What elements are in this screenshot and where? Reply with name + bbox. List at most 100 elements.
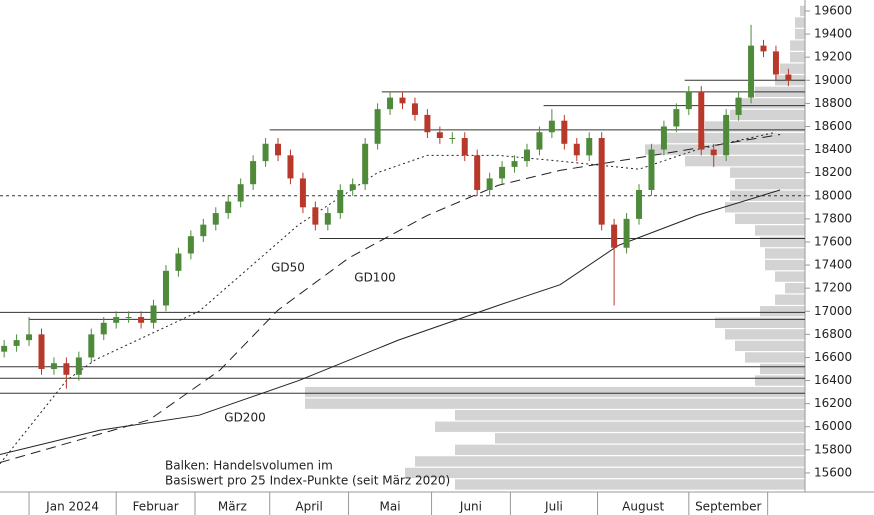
candle-body (461, 138, 468, 156)
candle-body (511, 161, 518, 167)
candle-body (262, 143, 269, 162)
y-tick-label: 15800 (814, 442, 852, 456)
candle-body (611, 224, 618, 248)
month-label: Mai (380, 500, 401, 514)
candle-body (337, 189, 344, 214)
y-tick-label: 16000 (814, 419, 852, 433)
y-tick-label: 15600 (814, 465, 852, 479)
month-label: Juli (544, 500, 563, 514)
candle-body (486, 178, 493, 190)
candle-body (760, 45, 767, 52)
candle-body (474, 155, 481, 190)
candle-body (275, 143, 282, 156)
candle-body (723, 114, 730, 156)
volume-bar (755, 225, 805, 236)
candle-body (362, 143, 369, 185)
month-label: Februar (133, 500, 179, 514)
candle-body (411, 103, 418, 115)
candle-body (735, 97, 742, 115)
month-label: März (218, 500, 247, 514)
moving-average (0, 131, 777, 465)
volume-bar (735, 213, 805, 225)
candle-body (287, 155, 294, 179)
candle-body (150, 305, 157, 323)
volume-bar (415, 456, 805, 467)
volume-bar (760, 306, 805, 317)
candle-body (523, 149, 530, 162)
volume-bar (790, 40, 805, 51)
average-label: GD50 (271, 261, 305, 275)
candle-body (499, 166, 506, 179)
moving-average (0, 134, 781, 464)
candle-body (598, 138, 605, 225)
candle-body (561, 120, 568, 144)
candle-body (349, 184, 356, 190)
y-tick-label: 17000 (814, 304, 852, 318)
y-tick-label: 19600 (814, 3, 852, 17)
volume-bar (730, 109, 805, 121)
y-tick-label: 16800 (814, 327, 852, 341)
volume-bar (735, 98, 805, 109)
month-label: April (295, 500, 322, 514)
candle-body (200, 224, 207, 237)
candle-body (38, 334, 45, 369)
volume-bar (715, 317, 805, 328)
y-tick-label: 17800 (814, 211, 852, 225)
volume-bar (785, 282, 805, 294)
candle-body (187, 236, 194, 254)
candle-body (573, 143, 580, 156)
candle-body (636, 189, 643, 219)
y-tick-label: 17400 (814, 258, 852, 272)
volume-bar (795, 28, 805, 40)
candle-body (75, 357, 82, 375)
volume-bar (725, 329, 805, 340)
y-tick-label: 17200 (814, 281, 852, 295)
candle-body (212, 213, 219, 225)
candle-body (698, 91, 705, 150)
volume-bar (800, 5, 805, 17)
candle-body (250, 161, 257, 185)
candle-body (772, 51, 779, 75)
candle-body (399, 97, 406, 104)
candle-body (100, 322, 107, 335)
candle-body (586, 138, 593, 156)
candle-body (138, 317, 145, 323)
volume-bar (730, 190, 805, 201)
y-tick-label: 16400 (814, 373, 852, 387)
volume-bar (795, 17, 805, 28)
candle-body (26, 334, 33, 341)
candle-body (88, 334, 95, 358)
volume-bar (685, 155, 805, 167)
candle-body (63, 363, 70, 375)
y-tick-label: 18200 (814, 165, 852, 179)
month-label: Juni (459, 500, 482, 514)
candle-body (436, 132, 443, 139)
candle-body (175, 253, 182, 271)
y-tick-label: 19200 (814, 50, 852, 64)
volume-bar (765, 248, 805, 259)
y-tick-label: 19000 (814, 73, 852, 87)
volume-bar (760, 236, 805, 248)
volume-bar (790, 51, 805, 63)
candle-body (673, 109, 680, 127)
candle-body (324, 213, 331, 225)
y-tick-label: 18600 (814, 119, 852, 133)
candle-body (125, 317, 132, 319)
month-label: September (695, 500, 761, 514)
volume-bar (760, 363, 805, 375)
y-tick-label: 19400 (814, 27, 852, 41)
candle-body (424, 114, 431, 133)
month-label: August (622, 500, 664, 514)
volume-bar (755, 375, 805, 386)
candle-body (312, 207, 319, 225)
candle-body (1, 345, 8, 352)
volume-bar (780, 63, 805, 74)
volume-bar (705, 121, 805, 132)
candle-body (648, 149, 655, 190)
y-tick-label: 18800 (814, 96, 852, 110)
volume-bar (495, 433, 805, 444)
candle-body (623, 218, 630, 248)
candle-body (548, 120, 555, 133)
average-label: GD100 (354, 271, 395, 285)
month-label: Jan 2024 (45, 500, 99, 514)
